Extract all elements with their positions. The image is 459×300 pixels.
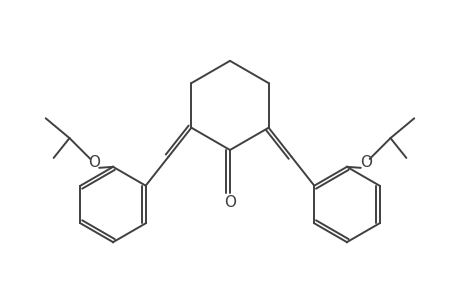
- Text: O: O: [224, 195, 235, 210]
- Text: O: O: [359, 155, 371, 170]
- Text: O: O: [88, 155, 100, 170]
